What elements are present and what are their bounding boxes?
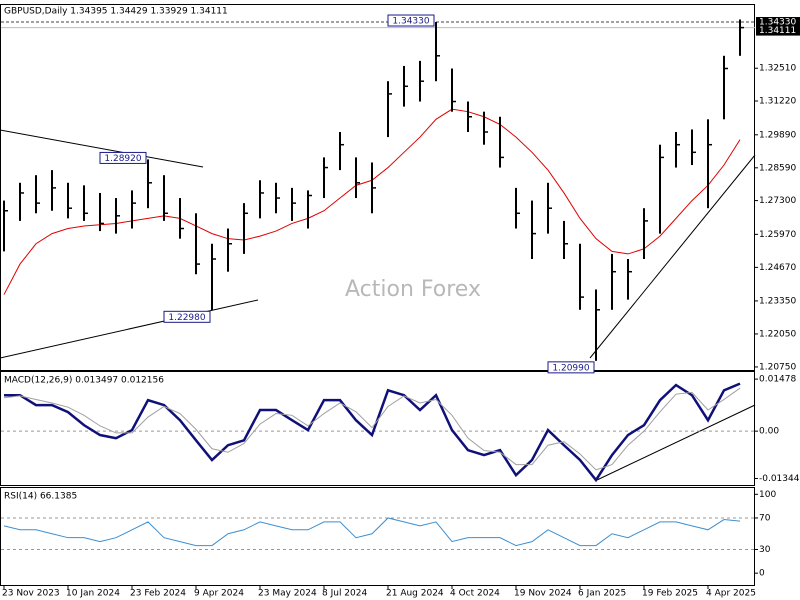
price-tag-label: 1.34330 (759, 18, 796, 28)
y-tick-label: 0 (759, 569, 765, 579)
price-tag-label: 1.34111 (759, 26, 796, 36)
y-tick-label: 1.24670 (759, 263, 796, 273)
price-panel (0, 4, 755, 371)
y-tick-label: 0.00 (759, 427, 779, 437)
y-tick-label: 1.23350 (759, 296, 796, 306)
y-tick-label: 70 (759, 513, 771, 523)
macd-panel (0, 371, 755, 486)
annotation-box (163, 310, 211, 323)
annotation-box (99, 151, 147, 164)
watermark: Action Forex (345, 277, 481, 302)
annotation-label: 1.28920 (104, 154, 141, 164)
y-tick-label: 1.32510 (759, 64, 796, 74)
frames (0, 4, 755, 586)
trend-lines (0, 129, 756, 481)
y-tick-label: 1.25970 (759, 230, 796, 240)
trend-line (589, 154, 756, 359)
x-tick-label: 23 May 2024 (258, 589, 317, 599)
line-series (3, 517, 741, 547)
x-tick-label: 10 Jan 2024 (66, 589, 120, 599)
x-tick-label: 8 Jul 2024 (322, 589, 367, 599)
y-tick-label: 1.29890 (759, 130, 796, 140)
trend-line (0, 299, 259, 359)
y-tick-label: 0.01478 (759, 375, 796, 385)
macd-title: MACD(12,26,9) 0.013497 0.012156 (4, 376, 164, 386)
rsi-panel (0, 487, 755, 586)
x-tick-label: 6 Jan 2025 (578, 589, 626, 599)
y-tick-label: 1.28590 (759, 163, 796, 173)
x-tick-label: 4 Apr 2025 (706, 589, 756, 599)
y-tick-label: 1.27300 (759, 196, 796, 206)
x-tick-label: 9 Apr 2024 (194, 589, 244, 599)
x-tick-label: 19 Nov 2024 (514, 589, 572, 599)
y-tick-label: 1.20750 (759, 362, 796, 372)
price-tag (756, 25, 800, 36)
x-tick-label: 4 Oct 2024 (450, 589, 500, 599)
annotation-box (387, 14, 435, 27)
y-tick-label: 30 (759, 545, 771, 555)
y-tick-label: 1.22050 (759, 329, 796, 339)
x-tick-label: 21 Aug 2024 (386, 589, 444, 599)
rsi-title: RSI(14) 66.1385 (4, 492, 77, 502)
y-tick-label: 1.31220 (759, 97, 796, 107)
price-tag (756, 17, 800, 28)
y-tick-label: -0.013445 (759, 474, 800, 484)
x-tick-label: 19 Feb 2025 (642, 589, 698, 599)
x-tick-label: 23 Nov 2023 (2, 589, 60, 599)
line-series (3, 387, 741, 471)
annotation-box (547, 361, 595, 374)
x-tick-label: 23 Feb 2024 (130, 589, 186, 599)
chart-title: GBPUSD,Daily 1.34395 1.34429 1.33929 1.3… (4, 7, 228, 17)
annotation-label: 1.34330 (392, 17, 429, 27)
trend-line (0, 129, 204, 168)
y-tick-label: 100 (759, 490, 776, 500)
annotation-label: 1.20990 (552, 363, 589, 373)
trend-line (596, 404, 756, 481)
annotation-label: 1.22980 (168, 313, 205, 323)
